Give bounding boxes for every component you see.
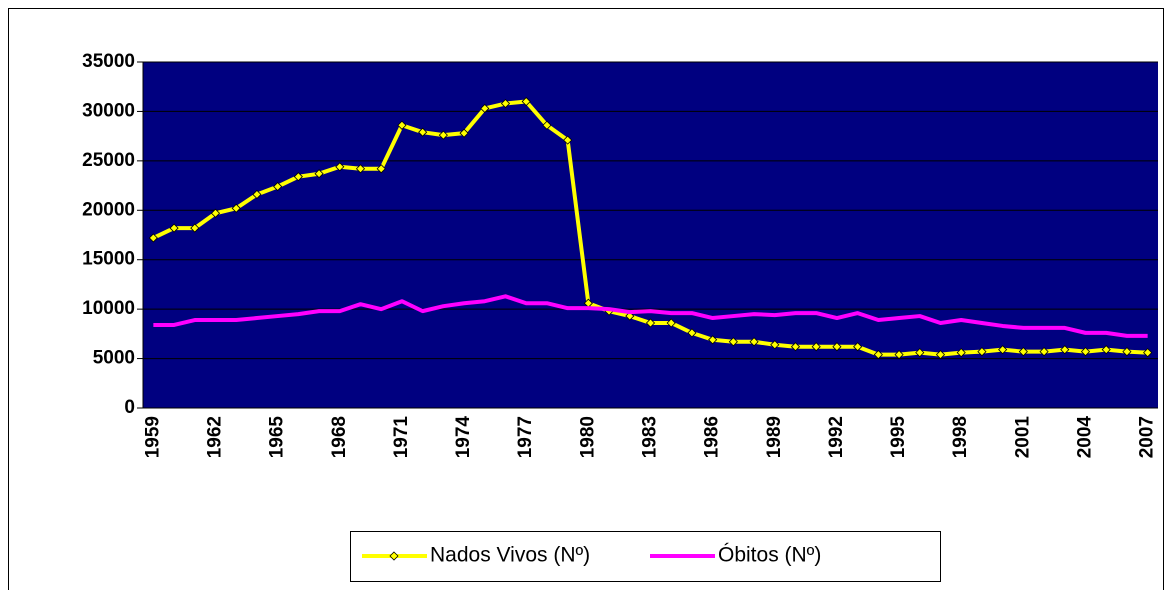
point-marker	[1101, 345, 1111, 355]
legend-label: Nados Vivos (Nº)	[430, 544, 590, 567]
x-tick-label: 1962	[205, 416, 226, 458]
x-tick-label: 1965	[267, 416, 288, 459]
point-marker	[790, 342, 801, 352]
point-marker	[977, 347, 987, 357]
point-marker	[915, 348, 925, 358]
point-marker	[1080, 347, 1091, 357]
y-tick-label: 10000	[82, 298, 135, 319]
point-marker	[1039, 347, 1049, 357]
point-marker	[231, 203, 241, 213]
point-marker	[956, 348, 966, 358]
legend-label: Óbitos (Nº)	[718, 544, 821, 567]
x-tick-label: 1983	[640, 416, 661, 458]
point-marker	[273, 181, 283, 192]
x-tick-label: 1959	[142, 416, 163, 458]
point-marker	[645, 318, 656, 328]
y-tick-label: 5000	[93, 348, 135, 369]
point-marker	[418, 127, 428, 137]
x-tick-label: 1968	[329, 416, 350, 458]
point-marker	[210, 208, 221, 218]
legend-marker	[389, 551, 399, 561]
point-marker	[335, 162, 345, 172]
point-marker	[894, 350, 904, 360]
point-marker	[459, 128, 469, 138]
point-marker	[935, 350, 946, 360]
point-marker	[666, 318, 676, 328]
series-line	[153, 294, 1148, 338]
point-marker	[625, 311, 635, 321]
x-tick-label: 2007	[1137, 416, 1158, 458]
point-marker	[521, 96, 531, 107]
point-marker	[252, 189, 262, 200]
point-marker	[832, 342, 842, 352]
point-marker	[397, 120, 407, 130]
point-marker	[1060, 345, 1070, 355]
point-marker	[811, 342, 821, 352]
point-marker	[873, 350, 883, 360]
point-marker	[853, 342, 863, 352]
x-tick-label: 1974	[453, 416, 474, 459]
plot-area	[143, 62, 1158, 408]
x-tick-label: 1992	[826, 416, 847, 458]
point-marker	[190, 223, 200, 233]
x-tick-label: 2001	[1012, 416, 1033, 459]
y-tick-label: 30000	[82, 100, 135, 121]
x-tick-label: 1989	[764, 416, 785, 458]
point-marker	[749, 337, 759, 347]
y-tick-label: 15000	[82, 249, 135, 270]
x-tick-label: 1980	[577, 416, 598, 458]
x-tick-label: 1971	[391, 416, 412, 459]
legend	[350, 531, 941, 582]
x-tick-label: 1995	[888, 416, 909, 459]
point-marker	[687, 328, 697, 338]
x-tick-label: 2004	[1075, 416, 1096, 459]
point-marker	[376, 164, 386, 174]
point-marker	[728, 337, 738, 347]
y-tick-label: 0	[124, 397, 135, 418]
point-marker	[1018, 347, 1028, 357]
point-marker	[293, 172, 303, 182]
x-tick-label: 1986	[702, 416, 723, 458]
point-marker	[148, 233, 158, 243]
point-marker	[500, 98, 511, 109]
point-marker	[355, 164, 366, 174]
point-marker	[1143, 348, 1153, 358]
point-marker	[542, 120, 552, 130]
point-marker	[169, 223, 179, 233]
point-marker	[480, 103, 490, 114]
point-marker	[438, 130, 448, 140]
point-marker	[770, 340, 780, 350]
point-marker	[563, 135, 573, 145]
point-marker	[1122, 347, 1132, 357]
y-tick-label: 35000	[82, 51, 135, 72]
y-tick-label: 20000	[82, 199, 135, 220]
x-tick-label: 1977	[515, 416, 536, 458]
point-marker	[998, 345, 1008, 355]
y-tick-label: 25000	[82, 150, 135, 171]
point-marker	[314, 169, 324, 179]
x-tick-label: 1998	[950, 416, 971, 458]
point-marker	[708, 335, 718, 345]
